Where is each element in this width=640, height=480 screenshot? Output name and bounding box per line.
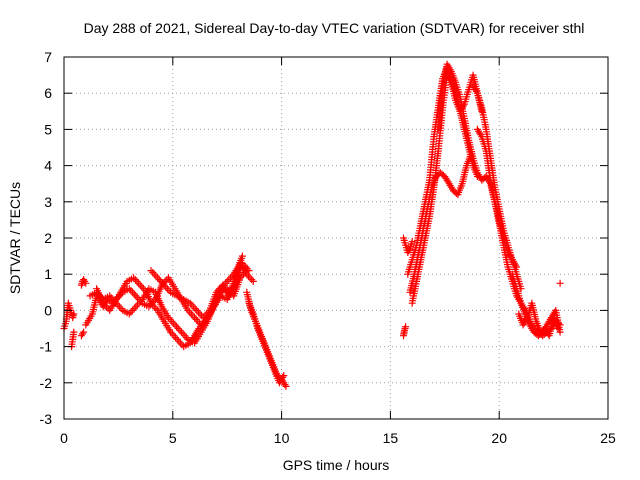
data-point <box>174 325 182 332</box>
series-track <box>408 71 486 307</box>
grid-lines <box>64 57 608 419</box>
series-track <box>60 299 78 332</box>
y-tick-label: 1 <box>44 266 52 282</box>
data-point <box>238 252 246 260</box>
data-point <box>189 312 197 320</box>
data-point <box>556 328 564 336</box>
y-tick-label: 2 <box>44 230 52 246</box>
data-point <box>191 314 199 322</box>
series-track <box>515 299 562 340</box>
data-point <box>130 305 138 313</box>
series-track <box>556 279 564 287</box>
y-axis-label: SDTVAR / TECUs <box>7 182 23 294</box>
data-point <box>556 279 564 287</box>
series-track <box>77 276 90 289</box>
data-point <box>194 308 202 316</box>
x-tick-label: 20 <box>491 430 507 446</box>
y-tick-label: 7 <box>44 49 52 65</box>
data-point <box>138 283 146 291</box>
y-tick-label: 5 <box>44 121 52 137</box>
data-point <box>127 287 135 294</box>
data-point <box>178 328 185 336</box>
series-track <box>77 328 88 340</box>
data-point <box>190 303 197 311</box>
data-point <box>402 323 410 331</box>
x-tick-label: 25 <box>600 430 616 446</box>
series-track <box>82 252 246 351</box>
data-point <box>248 276 256 284</box>
data-point <box>176 326 184 334</box>
data-point <box>149 268 157 276</box>
y-tick-label: 6 <box>44 85 52 101</box>
series-track <box>400 323 410 340</box>
data-point <box>147 267 155 275</box>
data-point <box>133 301 141 309</box>
data-point <box>132 292 140 300</box>
data-point <box>179 330 187 338</box>
data-point <box>150 270 158 278</box>
data-points <box>60 60 564 390</box>
chart-title: Day 288 of 2021, Sidereal Day-to-day VTE… <box>84 20 585 36</box>
data-point <box>132 303 140 311</box>
data-point <box>136 281 144 289</box>
data-point <box>130 290 138 298</box>
series-track <box>147 259 253 322</box>
x-axis-label: GPS time / hours <box>283 457 390 473</box>
x-tick-label: 10 <box>274 430 290 446</box>
data-point <box>152 272 160 280</box>
data-point <box>280 372 288 380</box>
data-point <box>173 323 181 331</box>
y-tick-label: -2 <box>40 375 53 391</box>
data-point <box>127 308 135 316</box>
y-tick-label: 4 <box>44 158 52 174</box>
data-point <box>82 279 90 287</box>
y-tick-label: 0 <box>44 302 52 318</box>
data-point <box>245 267 253 275</box>
x-tick-label: 0 <box>60 430 68 446</box>
data-point <box>175 337 183 345</box>
data-point <box>70 310 78 318</box>
data-point <box>408 238 416 246</box>
data-point <box>79 330 86 338</box>
series-track <box>400 234 416 256</box>
data-point <box>169 319 177 327</box>
data-point <box>154 274 162 282</box>
y-tick-label: 3 <box>44 194 52 210</box>
data-point <box>171 321 179 329</box>
data-point <box>133 294 141 302</box>
data-point <box>246 274 254 282</box>
series-track <box>245 299 288 387</box>
x-tick-label: 5 <box>169 430 177 446</box>
data-point <box>163 285 171 293</box>
data-point <box>187 310 195 318</box>
data-point <box>196 310 204 318</box>
x-tick-label: 15 <box>383 430 399 446</box>
series-track <box>473 125 564 340</box>
data-point <box>554 325 562 332</box>
data-point <box>131 276 139 284</box>
data-point <box>80 328 88 336</box>
y-tick-label: -1 <box>40 339 53 355</box>
data-point <box>193 306 201 314</box>
series-track <box>508 270 564 340</box>
data-point <box>282 382 290 390</box>
data-point <box>70 328 78 336</box>
data-point <box>191 305 199 313</box>
data-point <box>513 263 521 271</box>
data-point <box>173 335 181 343</box>
axis-ticks: 0 5 10 15 20 25 -3 -2 -1 0 1 2 3 4 5 6 7 <box>40 49 616 446</box>
y-tick-label: -3 <box>40 411 53 427</box>
data-point <box>249 277 257 285</box>
